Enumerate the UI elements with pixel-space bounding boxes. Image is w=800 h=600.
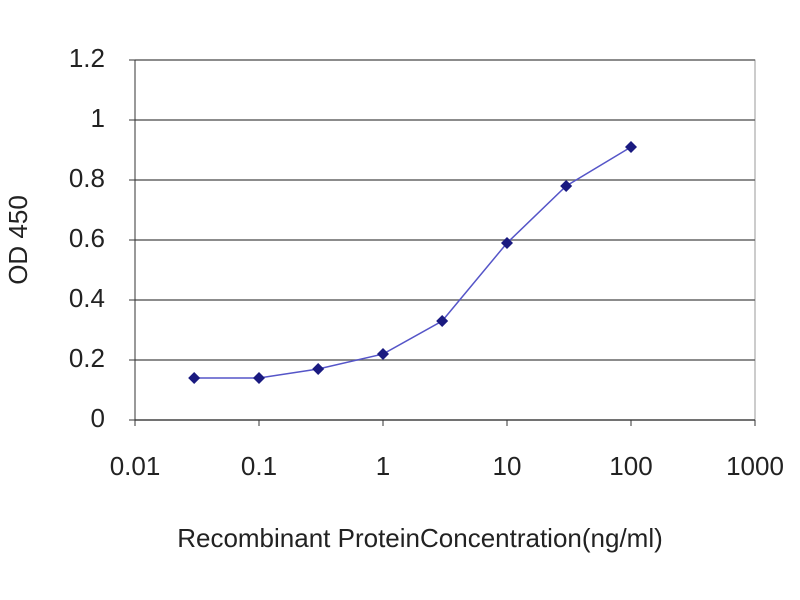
x-tick-label: 1 [376,451,390,481]
y-tick-label: 0.8 [69,163,105,193]
data-point [436,315,449,327]
x-tick-label: 1000 [726,451,784,481]
data-line [194,146,632,379]
y-tick-label: 0.2 [69,343,105,373]
data-point [312,363,325,375]
data-point [253,372,265,384]
x-tick-label: 0.1 [241,451,277,481]
data-point [560,180,573,192]
y-tick-label: 0 [91,403,105,433]
y-axis-label: OD 450 [3,195,33,285]
data-point [501,237,513,249]
data-point [188,372,201,384]
data-point [377,348,389,360]
y-tick-label: 0.4 [69,283,105,313]
y-tick-label: 1.2 [69,43,105,73]
x-tick-label: 100 [609,451,652,481]
x-axis-label: Recombinant ProteinConcentration(ng/ml) [177,523,663,553]
x-tick-label: 0.01 [110,451,161,481]
y-tick-label: 0.6 [69,223,105,253]
data-point [625,141,637,153]
x-tick-label: 10 [493,451,522,481]
y-tick-label: 1 [91,103,105,133]
